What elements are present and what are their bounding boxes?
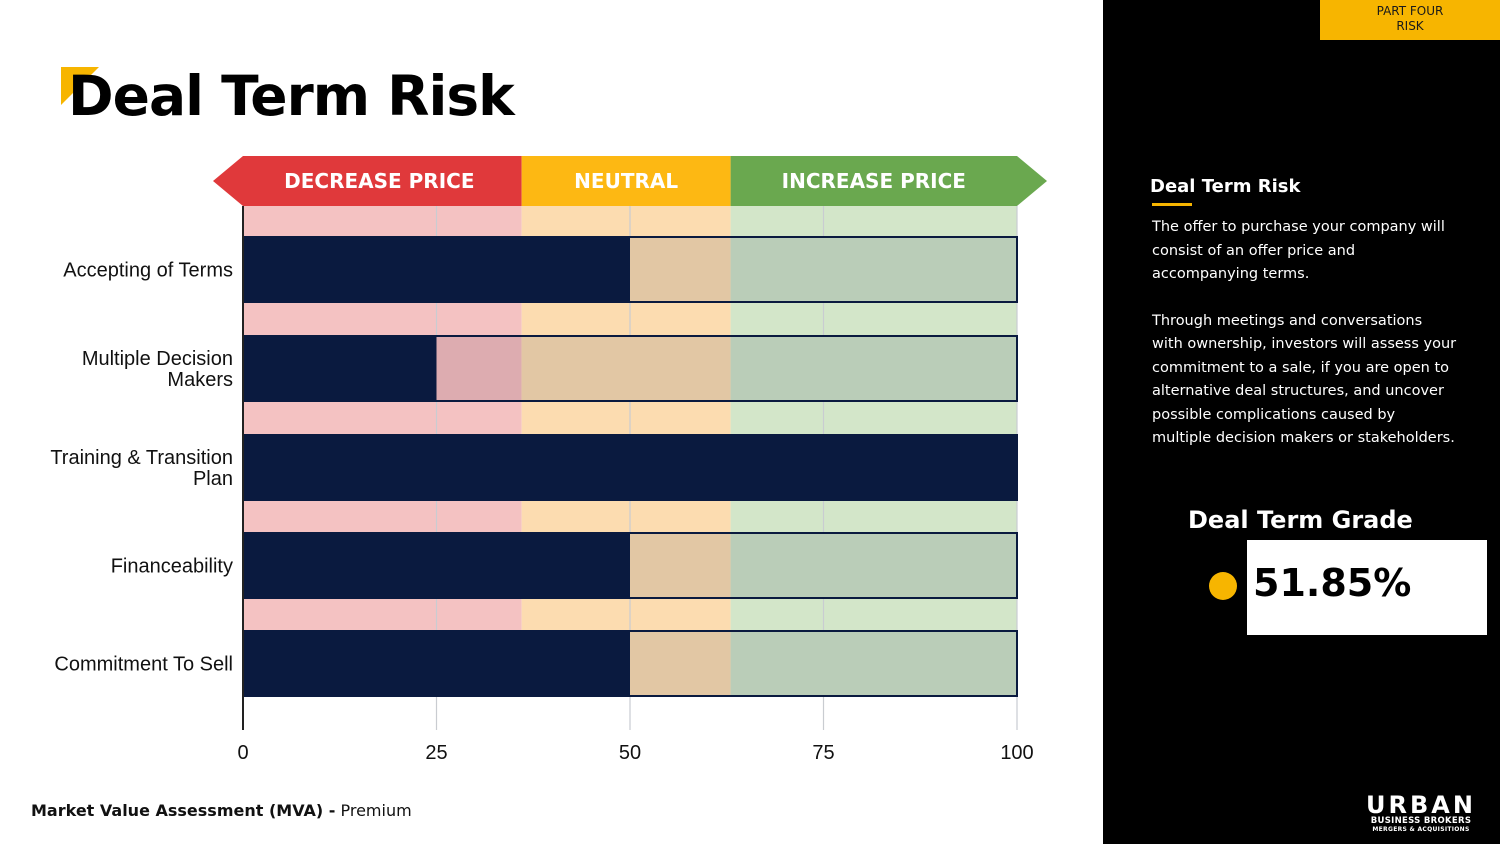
bar: [243, 630, 630, 697]
grade-title: Deal Term Grade: [1188, 506, 1413, 534]
category-label: Financeability: [111, 556, 233, 578]
logo-tagline: MERGERS & ACQUISITIONS: [1372, 826, 1470, 833]
zone-label: DECREASE PRICE: [284, 169, 474, 193]
zone-banner-0: [213, 156, 522, 206]
section-badge: PART FOUR RISK: [1320, 0, 1500, 40]
category-label: Accepting of Terms: [63, 260, 233, 282]
sidebar-paragraph: The offer to purchase your company will …: [1152, 219, 1445, 282]
category-labels: Accepting of Terms Multiple Decision Maker…: [50, 260, 233, 676]
footer-tier: Premium: [335, 801, 412, 820]
sidebar-title: Deal Term Risk: [1150, 176, 1301, 197]
sidebar-title-underline: [1152, 203, 1192, 206]
bar-track-segment: [521, 335, 731, 402]
sidebar: PART FOUR RISK Deal Term Risk The offer …: [1103, 0, 1500, 844]
main-panel: Deal Term Risk Accepting of Terms Multipl…: [31, 64, 1047, 820]
logo-subtitle: BUSINESS BROKERS: [1370, 816, 1472, 826]
bar-track-segment: [730, 236, 1017, 303]
bar-track-segment: [730, 335, 1017, 402]
sidebar-body: The offer to purchase your company will …: [1152, 216, 1457, 474]
tick-label: 100: [1000, 742, 1033, 764]
page-title: Deal Term Risk: [68, 64, 515, 128]
deal-term-risk-chart: Accepting of Terms Multiple Decision Maker…: [50, 156, 1047, 764]
bar: [243, 532, 630, 599]
category-label: Multiple Decision Makers: [82, 348, 233, 391]
bar: [243, 335, 437, 402]
footer: Market Value Assessment (MVA) - Premium: [31, 801, 412, 820]
tick-labels: 0 25 50 75 100: [237, 742, 1033, 764]
grade-box: [1247, 540, 1487, 635]
tick-label: 25: [425, 742, 447, 764]
bars: [242, 236, 1018, 697]
zone-label: NEUTRAL: [574, 169, 678, 193]
grade-value: 51.85%: [1253, 561, 1412, 605]
category-label: Training & Transition Plan: [50, 447, 233, 490]
bar-track-segment: [730, 532, 1017, 599]
bar: [243, 434, 1017, 501]
sidebar-paragraph: Through meetings and conversations with …: [1152, 312, 1457, 447]
bar-track-segment: [730, 630, 1017, 697]
title-accent-mark: [61, 67, 99, 105]
section-badge-part: PART FOUR: [1376, 4, 1444, 18]
section-badge-topic: RISK: [1396, 19, 1424, 33]
tick-label: 50: [619, 742, 641, 764]
company-logo: URBAN BUSINESS BROKERS MERGERS & ACQUISI…: [1365, 791, 1477, 834]
zone-banner-2: [730, 156, 1047, 206]
zone-banner-1: [521, 156, 731, 206]
footer-title: Market Value Assessment (MVA) -: [31, 801, 336, 820]
bar: [243, 236, 630, 303]
tick-label: 0: [237, 742, 248, 764]
grade-status-dot: [1209, 572, 1237, 600]
logo-wordmark: URBAN: [1366, 791, 1476, 819]
category-label: Commitment To Sell: [54, 654, 233, 676]
tick-label: 75: [812, 742, 834, 764]
zone-banner: DECREASE PRICE NEUTRAL INCREASE PRICE: [213, 156, 1047, 206]
zone-label: INCREASE PRICE: [782, 169, 966, 193]
